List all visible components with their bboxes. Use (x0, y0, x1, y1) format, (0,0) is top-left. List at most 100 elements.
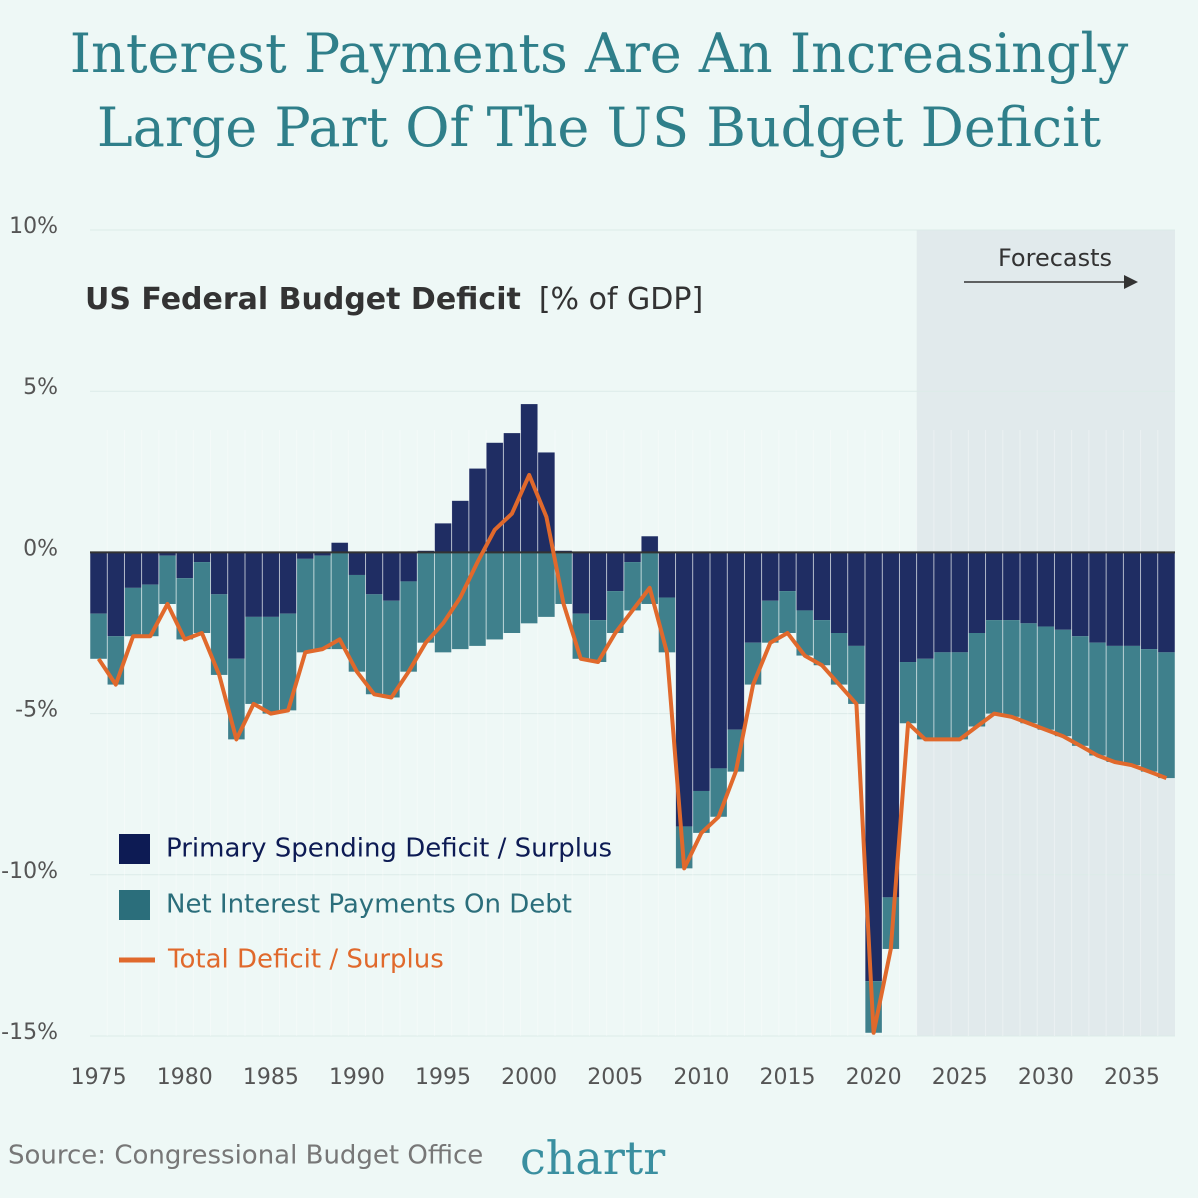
y-tick-label: 5% (23, 375, 58, 400)
legend-label: Primary Spending Deficit / Surplus (166, 834, 612, 864)
x-tick-label: 1980 (157, 1065, 213, 1090)
bar-primary (1071, 552, 1089, 637)
bar-interest (90, 613, 107, 659)
source: Source: Congressional Budget Office (8, 1141, 483, 1171)
bar-interest (796, 610, 814, 656)
bar-primary (779, 552, 796, 592)
bar-interest (383, 600, 400, 698)
bar-interest (159, 555, 176, 604)
bar-primary (141, 552, 159, 585)
bar-interest (916, 658, 934, 740)
x-tick-label: 2030 (1018, 1065, 1074, 1090)
chart-subtitle: US Federal Budget Deficit [% of GDP] (85, 282, 703, 317)
y-tick-label: -15% (1, 1020, 58, 1045)
bar-primary (279, 552, 297, 614)
bar-interest (951, 652, 969, 740)
bar-interest (606, 591, 624, 633)
bar-interest (279, 613, 297, 711)
bar-primary (107, 552, 125, 637)
bar-interest (710, 768, 727, 817)
x-tick-label: 2025 (932, 1065, 988, 1090)
bar-interest (331, 552, 349, 650)
subtitle-unit: [% of GDP] (539, 282, 703, 317)
bar-interest (210, 594, 228, 675)
bar-interest (141, 584, 159, 637)
x-tick-label: 1990 (329, 1065, 385, 1090)
x-tick-label: 1985 (243, 1065, 299, 1090)
bar-primary (1106, 552, 1124, 646)
bar-interest (1158, 652, 1175, 779)
chart-title: Interest Payments Are An Increasingly (70, 22, 1129, 85)
bar-primary (675, 552, 693, 827)
x-tick-label: 2035 (1104, 1065, 1160, 1090)
y-tick-label: -5% (15, 698, 58, 723)
bar-primary (1158, 552, 1175, 653)
bar-primary (210, 552, 228, 595)
bar-interest (538, 552, 555, 617)
bar-primary (624, 552, 641, 563)
bar-primary (1089, 552, 1106, 643)
x-tick-label: 2005 (587, 1065, 643, 1090)
bar-primary (1054, 552, 1072, 630)
bar-interest (1089, 642, 1106, 756)
bar-primary (985, 552, 1003, 621)
y-tick-label: 0% (23, 536, 58, 561)
bar-primary (899, 552, 917, 663)
bar-primary (383, 552, 400, 601)
bar-interest (486, 552, 504, 640)
y-tick-label: 10% (9, 214, 58, 239)
bar-interest (1071, 636, 1089, 746)
legend-label: Net Interest Payments On Debt (166, 890, 572, 920)
bar-primary (1123, 552, 1141, 646)
bar-interest (1037, 626, 1055, 730)
bar-primary (572, 552, 590, 614)
bar-primary (262, 552, 280, 617)
bar-interest (520, 552, 538, 624)
bar-interest (848, 645, 865, 704)
bar-primary (124, 552, 142, 588)
bar-primary (761, 552, 779, 601)
bar-interest (365, 594, 383, 695)
bar-primary (830, 552, 848, 633)
chart-title: Large Part Of The US Budget Deficit (97, 96, 1102, 159)
bar-interest (934, 652, 951, 740)
x-tick-label: 2015 (760, 1065, 816, 1090)
bar-interest (761, 600, 779, 643)
bar-interest (744, 642, 762, 685)
bar-primary (245, 552, 262, 617)
bar-primary (538, 452, 555, 553)
bar-primary (228, 552, 245, 659)
bar-primary (606, 552, 624, 592)
x-tick-label: 1975 (71, 1065, 127, 1090)
bar-primary (693, 552, 710, 791)
bar-primary (400, 552, 417, 582)
bar-primary (296, 552, 314, 559)
legend-swatch (119, 890, 150, 920)
legend-label: Total Deficit / Surplus (167, 945, 444, 975)
bar-primary (451, 500, 469, 553)
bar-interest (348, 574, 366, 672)
bar-interest (830, 633, 848, 685)
total-line (96, 473, 1168, 1035)
bar-interest (262, 616, 280, 714)
bar-primary (848, 552, 865, 646)
bar-interest (296, 558, 314, 653)
bar-primary (813, 552, 831, 621)
bar-primary (658, 552, 676, 598)
bar-interest (469, 552, 486, 646)
bar-interest (124, 587, 142, 637)
bar-interest (899, 662, 917, 724)
bar-primary (710, 552, 727, 769)
bar-interest (1054, 629, 1072, 737)
bar-interest (503, 552, 521, 633)
forecast-label: Forecasts (998, 244, 1112, 272)
x-tick-label: 2010 (673, 1065, 729, 1090)
forecast-arrowhead (1124, 275, 1138, 289)
bar-interest (193, 562, 211, 633)
legend-swatch (119, 834, 150, 864)
bar-interest (400, 581, 417, 672)
x-tick-label: 2000 (501, 1065, 557, 1090)
bar-primary (176, 552, 194, 579)
bar-primary (469, 468, 486, 553)
